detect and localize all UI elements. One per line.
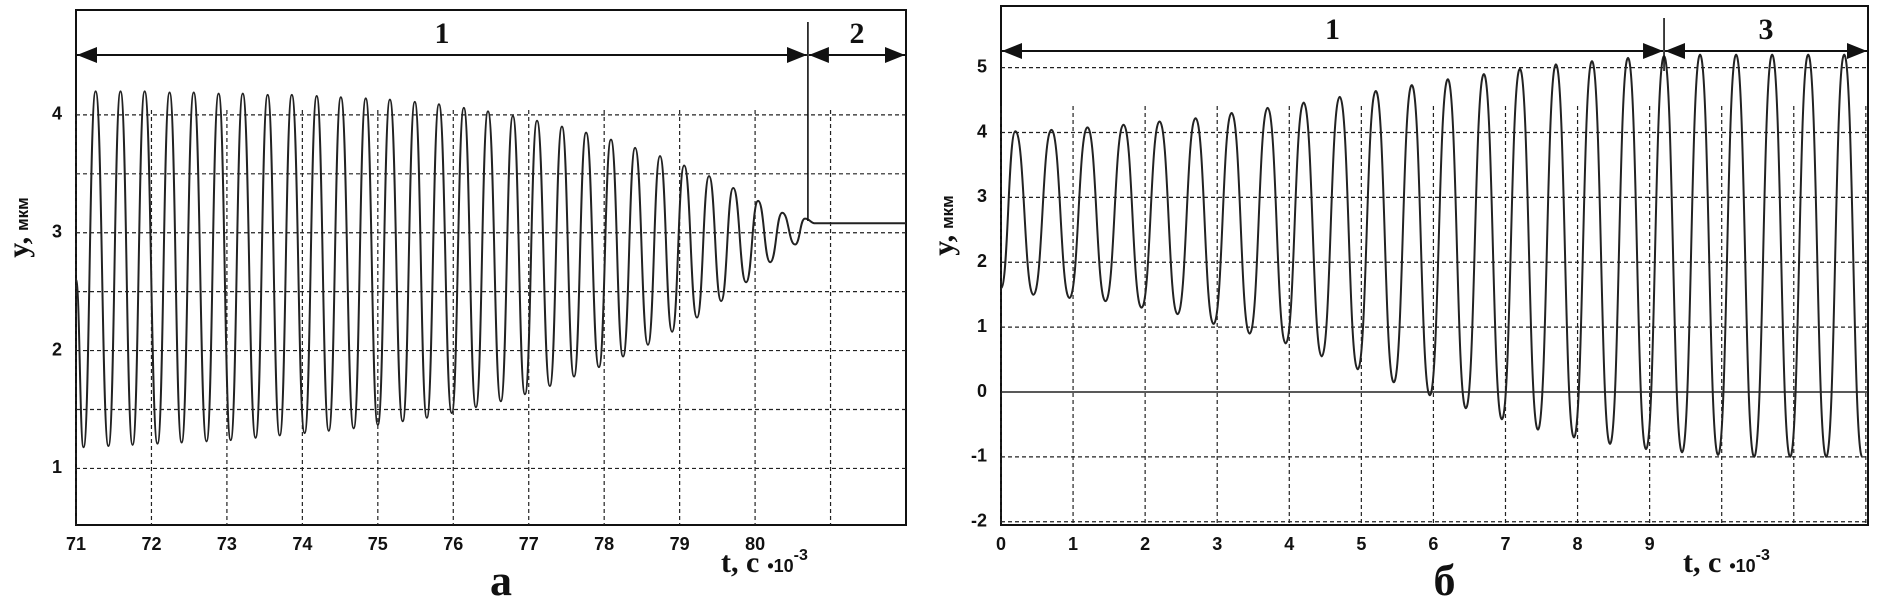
x-axis-label-var: t, c (721, 546, 759, 579)
x-tick-label: 4 (1284, 534, 1294, 554)
y-tick-label: -2 (971, 511, 987, 531)
x-axis-factor: •10 (1729, 556, 1755, 576)
region-label: 1 (434, 17, 449, 50)
data-line (1000, 53, 1864, 458)
x-axis-exponent: -3 (794, 547, 808, 564)
x-axis-factor: •10 (767, 556, 793, 576)
x-axis-label-var: t, c (1683, 546, 1721, 579)
data-line (75, 90, 906, 449)
y-tick-label: 0 (977, 381, 987, 401)
x-tick-label: 7 (1500, 534, 1510, 554)
y-axis-label: y, мкм (927, 195, 960, 256)
y-axis-label-unit: мкм (938, 195, 957, 229)
y-tick-label: 3 (52, 221, 62, 241)
y-tick-label: 4 (52, 104, 62, 124)
y-tick-label: -1 (971, 446, 987, 466)
y-tick-label: 1 (52, 457, 62, 477)
x-tick-label: 75 (368, 534, 388, 554)
y-tick-label: 2 (977, 251, 987, 271)
panel-label: б (1434, 556, 1456, 605)
plot-frame (1000, 5, 1869, 526)
x-tick-label: 0 (996, 534, 1006, 554)
y-axis-label-unit: мкм (13, 197, 32, 231)
x-tick-label: 5 (1356, 534, 1366, 554)
y-tick-label: 3 (977, 186, 987, 206)
x-tick-label: 80 (745, 534, 765, 554)
region-label: 3 (1759, 13, 1774, 46)
x-tick-label: 1 (1068, 534, 1078, 554)
y-tick-label: 5 (977, 56, 987, 76)
x-axis-exponent: -3 (1756, 547, 1770, 564)
x-axis-label: t, c •10-3 (1683, 546, 1770, 579)
x-tick-label: 9 (1645, 534, 1655, 554)
y-axis-label-var: y, (927, 235, 960, 256)
x-tick-label: 76 (443, 534, 463, 554)
x-tick-label: 6 (1428, 534, 1438, 554)
x-tick-label: 8 (1573, 534, 1583, 554)
y-tick-label: 1 (977, 316, 987, 336)
x-tick-label: 79 (670, 534, 690, 554)
x-tick-label: 74 (292, 534, 312, 554)
y-tick-label: 4 (977, 121, 987, 141)
x-tick-label: 78 (594, 534, 614, 554)
x-tick-label: 73 (217, 534, 237, 554)
x-tick-label: 77 (519, 534, 539, 554)
x-tick-label: 2 (1140, 534, 1150, 554)
region-label: 1 (1325, 13, 1340, 46)
y-axis-label-var: y, (2, 237, 35, 258)
x-tick-label: 71 (66, 534, 86, 554)
panel-label: а (490, 556, 512, 605)
x-tick-label: 72 (141, 534, 161, 554)
y-axis-label: y, мкм (2, 197, 35, 258)
y-tick-label: 2 (52, 339, 62, 359)
x-axis-label: t, c •10-3 (721, 546, 808, 579)
region-label: 2 (849, 17, 864, 50)
x-tick-label: 3 (1212, 534, 1222, 554)
